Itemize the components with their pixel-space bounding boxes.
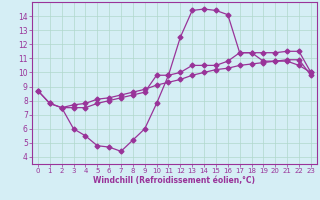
X-axis label: Windchill (Refroidissement éolien,°C): Windchill (Refroidissement éolien,°C): [93, 176, 255, 185]
